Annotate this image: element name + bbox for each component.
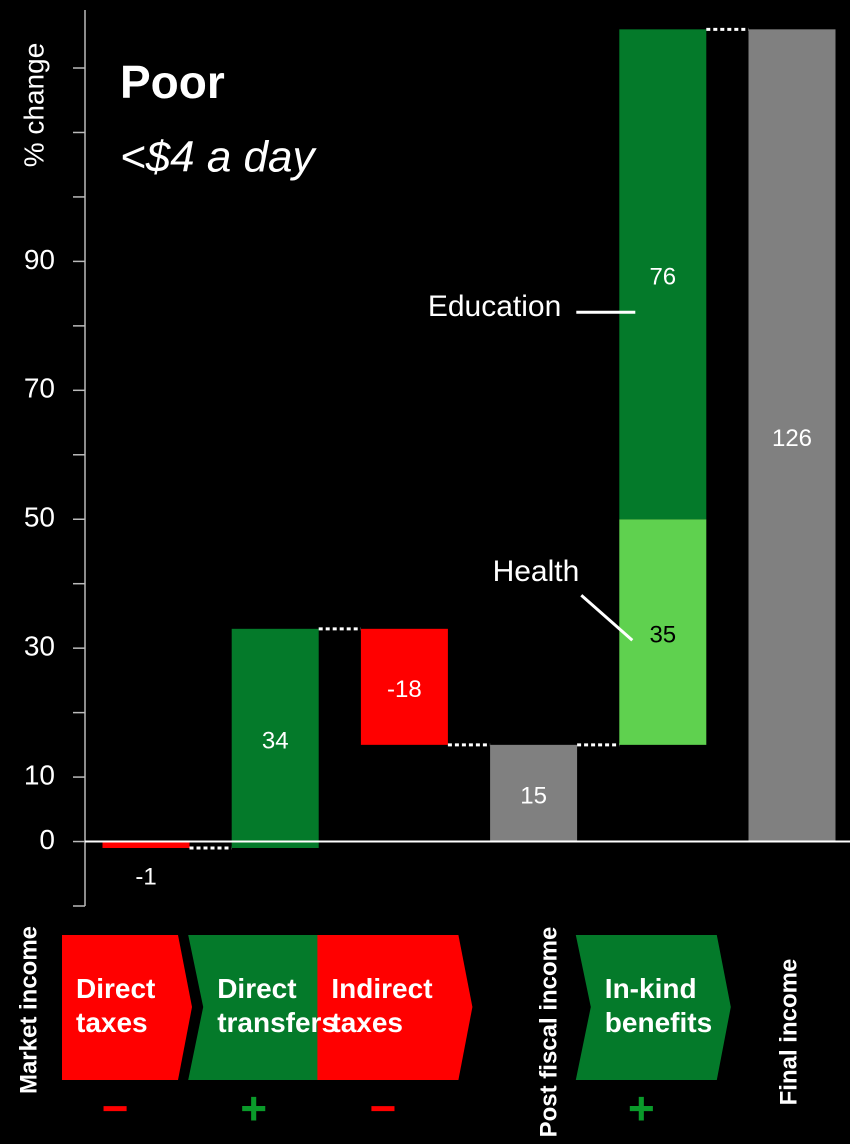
y-tick-label: 90 <box>24 244 55 275</box>
annotation: Health <box>493 555 580 588</box>
value-label: 35 <box>649 621 676 648</box>
annotation: Education <box>428 290 561 323</box>
value-label: 76 <box>649 264 676 291</box>
y-axis-label: % change <box>18 43 49 168</box>
y-tick-label: 70 <box>24 373 55 404</box>
bar-segment <box>748 29 836 842</box>
stage-sign: + <box>240 1082 267 1134</box>
value-label: 34 <box>262 728 289 755</box>
chart-subtitle: <$4 a day <box>120 133 317 182</box>
stage-label: In-kind benefits <box>604 973 713 1038</box>
bar-segment <box>619 519 707 745</box>
bar-segment <box>490 744 578 842</box>
bar-segment <box>231 628 319 848</box>
y-tick-label: 30 <box>24 631 55 662</box>
y-tick-label: 50 <box>24 502 55 533</box>
stage-arrow <box>317 935 473 1080</box>
value-label: 126 <box>772 425 812 452</box>
y-tick-label: 10 <box>24 759 55 790</box>
bar-segment <box>619 29 707 520</box>
y-tick-label: 0 <box>39 824 55 855</box>
bar-segment <box>360 628 448 745</box>
stage-sign: − <box>369 1082 396 1134</box>
stage-label: Direct taxes <box>76 973 156 1038</box>
stage-arrow <box>575 935 731 1080</box>
chart-title: Poor <box>120 56 225 108</box>
bar-segment <box>102 841 190 848</box>
value-label: -18 <box>387 676 422 703</box>
annotation-leader <box>580 594 634 642</box>
stage-label: Post fiscal income <box>535 927 562 1138</box>
stage-label: Direct transfers <box>217 973 338 1038</box>
stage-label: Market income <box>15 926 42 1094</box>
stage-arrow <box>62 935 192 1080</box>
stage-sign: − <box>102 1082 129 1134</box>
stage-arrow <box>188 935 344 1080</box>
value-label: 15 <box>520 783 547 810</box>
stage-label: Final income <box>775 959 802 1106</box>
stage-sign: + <box>628 1082 655 1134</box>
value-label: -1 <box>135 863 156 890</box>
stage-label: Indirect taxes <box>331 973 433 1038</box>
